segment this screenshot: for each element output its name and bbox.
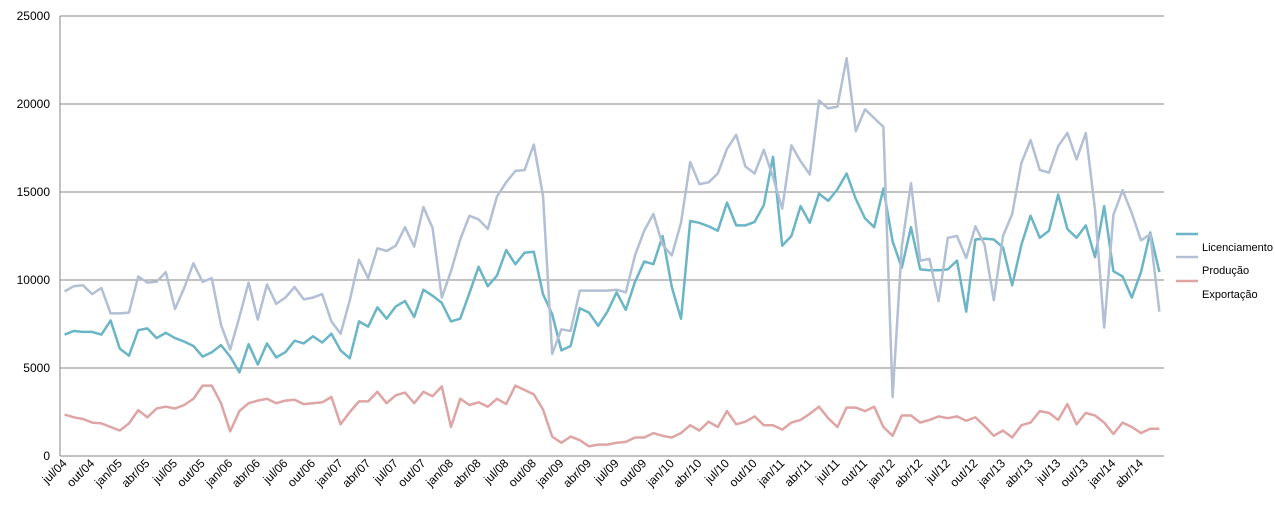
- x-tick-label: abr/07: [339, 456, 373, 490]
- x-tick-label: out/11: [837, 456, 870, 489]
- y-axis-tick-labels: 0 5000 10000 15000 20000 25000: [17, 9, 51, 463]
- y-tick-label: 5000: [23, 361, 50, 375]
- x-tick-label: jan/12: [864, 456, 898, 490]
- legend: Licenciamento Produção Exportação: [1176, 232, 1273, 301]
- y-tick-label: 20000: [17, 97, 51, 111]
- x-tick-label: jan/08: [422, 456, 456, 490]
- x-tick-label: out/07: [395, 456, 429, 490]
- x-tick-label: abr/09: [560, 456, 594, 490]
- x-tick-label: out/09: [616, 456, 650, 490]
- x-tick-label: abr/05: [119, 456, 153, 490]
- series-lines: [63, 56, 1161, 448]
- x-tick-label: jan/10: [643, 456, 677, 490]
- x-tick-label: jan/14: [1085, 456, 1119, 490]
- x-tick-label: abr/12: [891, 456, 925, 490]
- legend-label: Produção: [1202, 265, 1249, 277]
- y-tick-label: 25000: [17, 9, 51, 23]
- legend-label: Exportação: [1202, 289, 1258, 301]
- y-tick-label: 10000: [17, 273, 51, 287]
- x-tick-label: out/05: [174, 456, 208, 490]
- y-tick-label: 0: [43, 449, 50, 463]
- x-tick-label: jan/13: [974, 456, 1008, 490]
- x-tick-label: out/12: [947, 456, 981, 490]
- x-tick-label: out/13: [1057, 456, 1091, 490]
- x-tick-label: out/06: [285, 456, 319, 490]
- x-tick-label: abr/08: [450, 456, 484, 490]
- x-tick-label: out/08: [505, 456, 539, 490]
- grid-lines: [59, 15, 1164, 457]
- series-line-producao: [63, 56, 1161, 399]
- x-tick-label: jan/11: [754, 456, 787, 489]
- legend-label: Licenciamento: [1202, 242, 1273, 254]
- x-tick-label: abr/11: [782, 456, 816, 490]
- y-tick-label: 15000: [17, 185, 51, 199]
- x-tick-label: jul/11: [812, 456, 842, 486]
- x-tick-label: abr/10: [671, 456, 705, 490]
- x-tick-label: abr/13: [1002, 456, 1036, 490]
- x-tick-label: abr/14: [1112, 456, 1146, 490]
- series-line-licenciamento: [64, 155, 1161, 374]
- series-line-exportacao: [64, 384, 1160, 448]
- x-tick-label: jan/09: [533, 456, 567, 490]
- x-axis-tick-labels: jul/04out/04jan/05abr/05jul/05out/05jan/…: [39, 456, 1147, 490]
- x-tick-label: abr/06: [229, 456, 263, 490]
- x-tick-label: jan/05: [91, 456, 125, 490]
- x-tick-label: out/10: [726, 456, 760, 490]
- x-tick-label: jan/06: [202, 456, 236, 490]
- x-tick-label: out/04: [64, 456, 98, 490]
- x-tick-label: jan/07: [312, 456, 346, 490]
